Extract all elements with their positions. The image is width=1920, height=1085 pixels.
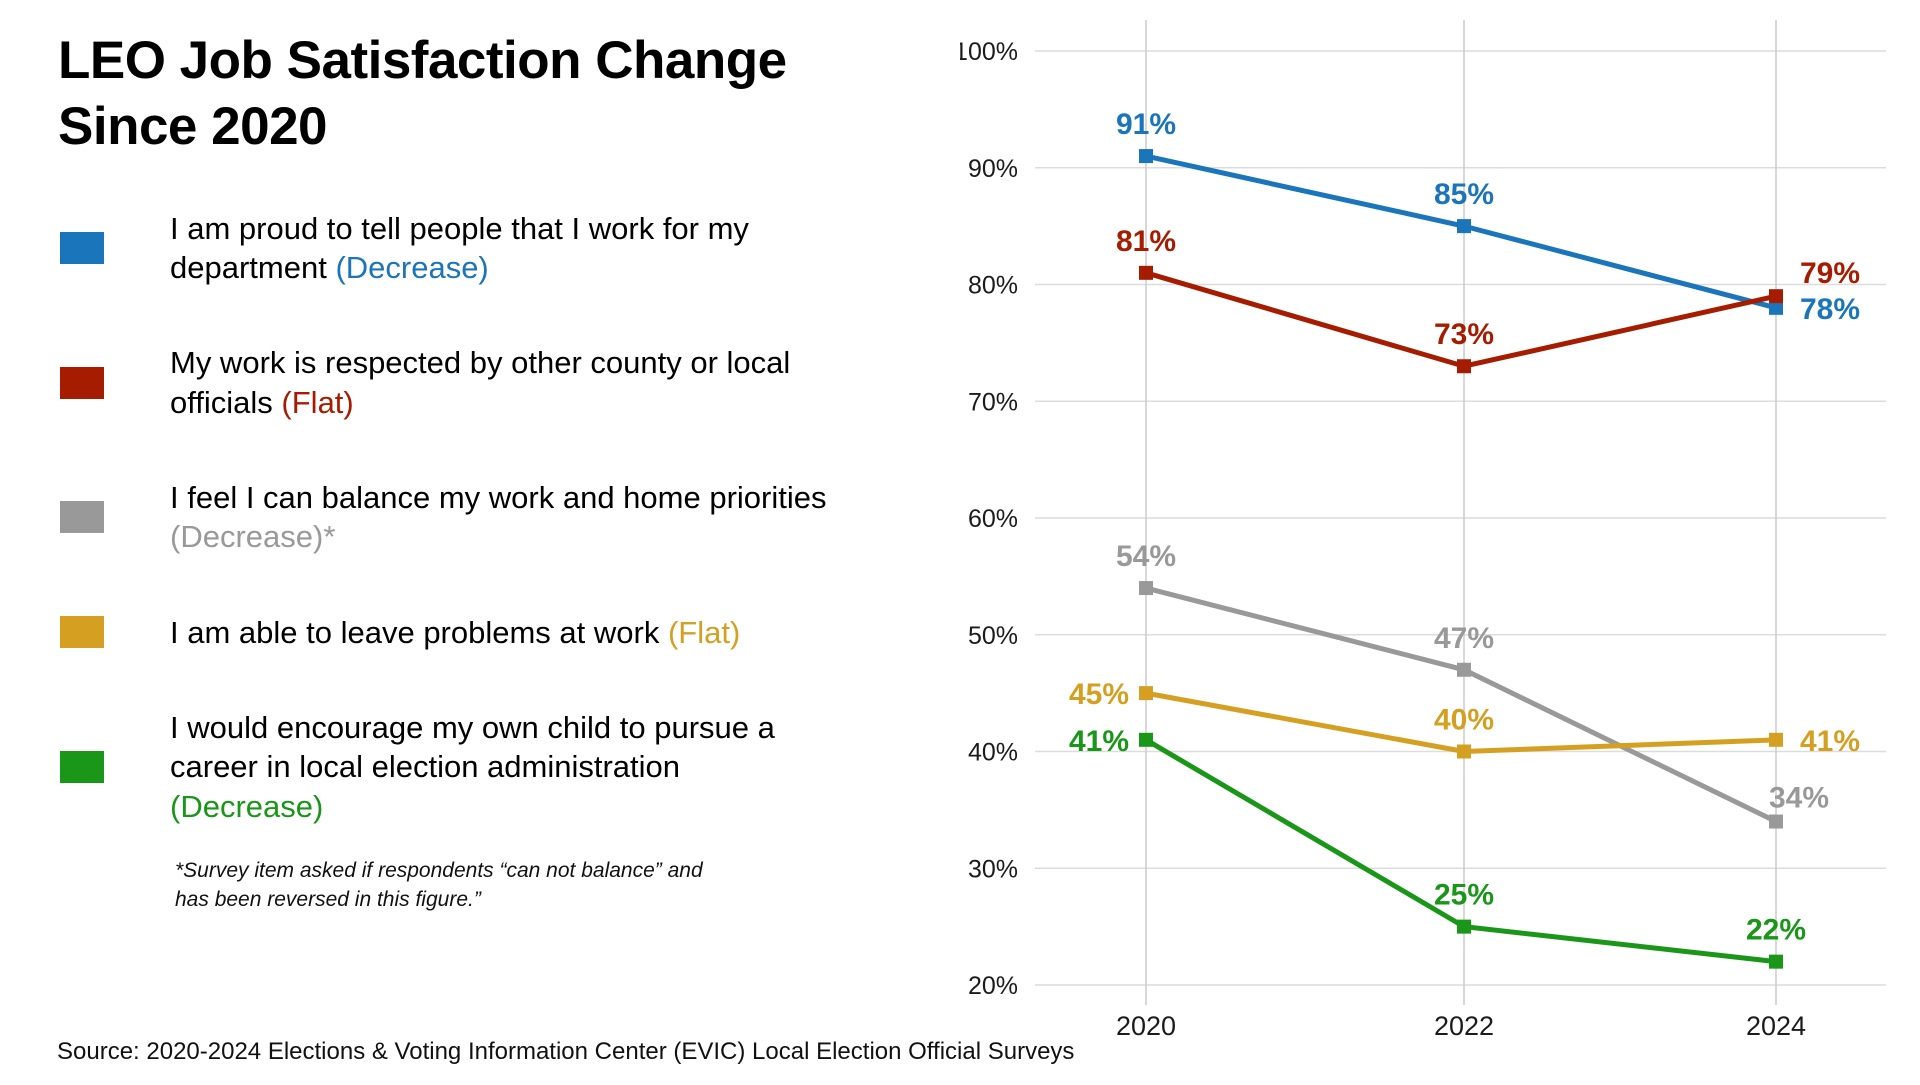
- data-label: 85%: [1434, 178, 1494, 211]
- legend-item: My work is respected by other county or …: [60, 343, 938, 422]
- legend-item: I would encourage my own child to pursue…: [60, 708, 938, 826]
- data-point-marker: [1769, 289, 1783, 304]
- data-label: 73%: [1434, 318, 1494, 351]
- data-point-marker: [1457, 662, 1471, 677]
- legend-trend: (Decrease): [335, 249, 489, 285]
- legend-item: I feel I can balance my work and home pr…: [60, 478, 938, 557]
- legend-trend: (Flat): [667, 614, 741, 650]
- data-point-marker: [1457, 219, 1471, 234]
- data-label: 25%: [1434, 879, 1494, 912]
- data-label: 41%: [1800, 725, 1860, 758]
- data-label: 45%: [1069, 678, 1129, 711]
- y-axis-tick-label: 80%: [968, 272, 1018, 300]
- page-title-line1: LEO Job Satisfaction Change: [58, 31, 787, 90]
- legend-swatch: [60, 501, 104, 534]
- legend-swatch: [60, 751, 104, 784]
- data-label: 40%: [1434, 704, 1494, 737]
- data-point-marker: [1139, 732, 1153, 747]
- legend-item: I am able to leave problems at work (Fla…: [60, 613, 938, 652]
- x-axis-tick-label: 2024: [1746, 1011, 1806, 1041]
- data-label: 22%: [1746, 914, 1806, 947]
- legend-swatch: [60, 231, 104, 264]
- data-point-marker: [1769, 300, 1783, 315]
- x-axis-tick-label: 2020: [1116, 1011, 1176, 1041]
- legend-label: My work is respected by other county or …: [170, 345, 791, 420]
- data-point-marker: [1457, 744, 1471, 759]
- data-label: 34%: [1769, 782, 1829, 815]
- data-point-marker: [1139, 686, 1153, 701]
- y-axis-tick-label: 50%: [968, 622, 1018, 650]
- data-label: 54%: [1116, 540, 1176, 573]
- chart-area: 100% 90% 80% 70% 60% 50% 40% 30% 20% 2020 2022 2024…: [954, 0, 1910, 1080]
- data-point-marker: [1769, 814, 1783, 829]
- legend-trend: (Decrease)*: [170, 519, 336, 555]
- data-label: 78%: [1800, 293, 1860, 326]
- data-point-marker: [1139, 265, 1153, 280]
- legend-trend: (Decrease): [170, 788, 324, 824]
- x-axis-tick-label: 2022: [1434, 1011, 1494, 1041]
- legend-trend: (Flat): [281, 384, 354, 420]
- y-axis-tick-label: 60%: [968, 505, 1018, 533]
- line-chart: 100% 90% 80% 70% 60% 50% 40% 30% 20% 2020 2022 2024…: [954, 20, 1886, 1041]
- source-attribution: Source: 2020-2024 Elections & Voting Inf…: [57, 1038, 1075, 1065]
- data-label: 91%: [1116, 108, 1176, 141]
- data-point-marker: [1769, 954, 1783, 969]
- y-axis-tick-label: 100%: [960, 38, 1018, 66]
- legend-label: I am able to leave problems at work (Fla…: [170, 614, 741, 650]
- y-axis-tick-label: 30%: [968, 855, 1018, 883]
- y-axis-tick-label: 90%: [968, 155, 1018, 183]
- legend-label: I would encourage my own child to pursue…: [170, 710, 775, 824]
- legend-swatch: [60, 616, 104, 649]
- legend: I am proud to tell people that I work fo…: [60, 209, 938, 827]
- legend-item: I am proud to tell people that I work fo…: [60, 209, 938, 288]
- left-column: LEO Job Satisfaction Change Since 2020 I…: [58, 28, 938, 915]
- page-title: LEO Job Satisfaction Change Since 2020: [58, 28, 938, 161]
- footnote: *Survey item asked if respondents “can n…: [175, 859, 703, 912]
- y-axis-tick-label: 20%: [968, 972, 1018, 1000]
- data-label: 81%: [1116, 225, 1176, 258]
- y-axis-tick-label: 40%: [968, 739, 1018, 767]
- data-point-marker: [1139, 581, 1153, 596]
- page-title-line2: Since 2020: [58, 97, 328, 157]
- data-label: 41%: [1069, 725, 1129, 758]
- legend-label: I feel I can balance my work and home pr…: [170, 479, 827, 555]
- data-point-marker: [1769, 732, 1783, 747]
- data-label: 79%: [1800, 257, 1860, 290]
- legend-swatch: [60, 366, 104, 399]
- data-point-marker: [1139, 149, 1153, 164]
- data-point-marker: [1457, 919, 1471, 934]
- data-point-marker: [1457, 359, 1471, 374]
- legend-label: I am proud to tell people that I work fo…: [170, 210, 749, 285]
- data-label: 47%: [1434, 622, 1494, 655]
- y-axis-tick-label: 70%: [968, 388, 1018, 416]
